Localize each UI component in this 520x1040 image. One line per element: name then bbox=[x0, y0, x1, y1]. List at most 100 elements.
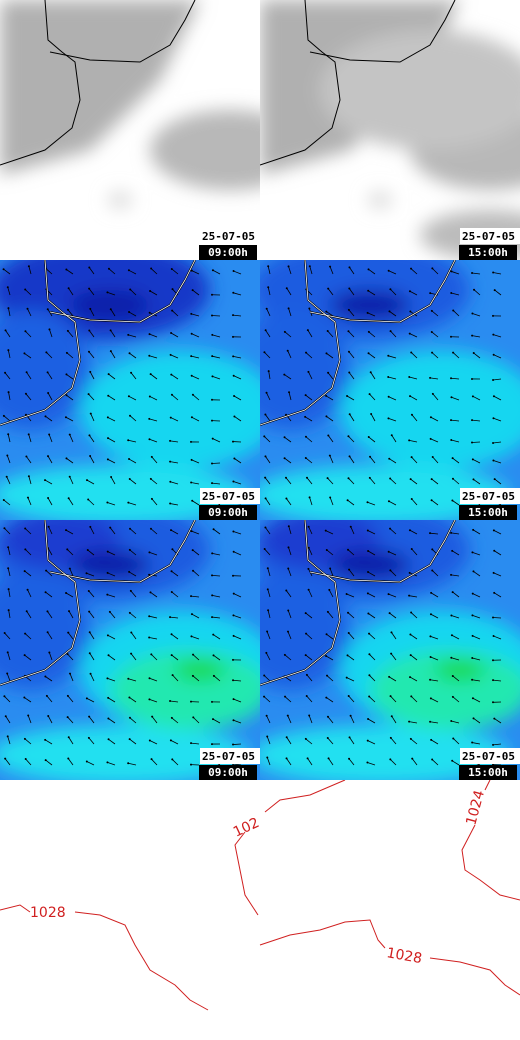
wind-arrow bbox=[388, 396, 397, 401]
wind-arrow bbox=[391, 435, 397, 443]
wind-arrow bbox=[45, 268, 53, 275]
wind-arrow-head bbox=[24, 548, 27, 551]
wind-arrow bbox=[191, 742, 200, 745]
wind-arrow-head bbox=[44, 759, 47, 762]
wind-arrow bbox=[348, 435, 355, 443]
wind-arrow-head bbox=[26, 496, 29, 499]
wind-arrow-head bbox=[106, 761, 109, 764]
wind-arrow bbox=[66, 269, 74, 275]
wind-arrow-head bbox=[232, 574, 235, 577]
wind-arrow-head bbox=[3, 632, 6, 635]
wind-arrow-head bbox=[305, 695, 308, 698]
wind-arrow bbox=[171, 654, 179, 661]
wind-arrow-head bbox=[232, 355, 235, 358]
wind-arrow bbox=[410, 478, 418, 485]
wind-arrow-head bbox=[452, 309, 455, 312]
wind-arrow bbox=[388, 551, 397, 556]
wind-arrow-head bbox=[191, 674, 194, 677]
wind-arrow-head bbox=[86, 479, 89, 482]
wind-arrow-head bbox=[192, 653, 195, 656]
time-label: 15:00h bbox=[468, 246, 508, 259]
wind-arrow-head bbox=[431, 569, 434, 572]
wind-arrow-head bbox=[264, 476, 267, 479]
wind-arrow bbox=[493, 530, 502, 535]
wind-arrow-head bbox=[232, 658, 235, 661]
wind-arrow-head bbox=[23, 696, 26, 699]
wind-arrow bbox=[66, 352, 74, 359]
map-panel: 25-07-05 09:00h bbox=[0, 0, 260, 260]
wind-arrow bbox=[266, 715, 271, 724]
wind-arrow-head bbox=[307, 370, 310, 373]
wind-arrow-head bbox=[329, 567, 332, 570]
isobar-label: 1028 bbox=[385, 945, 423, 967]
wind-arrow-head bbox=[27, 714, 30, 717]
wind-arrow bbox=[410, 268, 418, 275]
wind-arrow bbox=[350, 526, 355, 535]
wind-arrow-head bbox=[367, 612, 370, 615]
wind-arrow-head bbox=[348, 371, 351, 374]
wind-arrow bbox=[7, 568, 11, 577]
wind-arrow-head bbox=[171, 674, 174, 677]
wind-arrow bbox=[451, 439, 460, 443]
wind-arrow bbox=[25, 758, 32, 766]
wind-arrow bbox=[305, 654, 313, 661]
wind-arrow-head bbox=[387, 500, 390, 503]
wind-arrow bbox=[150, 268, 158, 275]
wind-arrow-head bbox=[128, 352, 131, 355]
wind-arrow-head bbox=[169, 439, 172, 442]
wind-arrow-head bbox=[232, 374, 235, 377]
wind-arrow-head bbox=[369, 371, 372, 374]
wind-arrow-head bbox=[86, 549, 89, 552]
wind-arrow bbox=[90, 413, 95, 422]
wind-arrow bbox=[326, 311, 334, 317]
wind-arrow bbox=[367, 550, 376, 556]
wind-arrow bbox=[473, 479, 481, 485]
wind-arrow-head bbox=[2, 414, 5, 417]
wind-arrow bbox=[150, 592, 158, 598]
wind-arrow bbox=[89, 526, 95, 535]
wind-arrow-head bbox=[346, 395, 349, 398]
wind-arrow bbox=[263, 436, 271, 443]
wind-arrow-head bbox=[492, 743, 495, 746]
wind-arrow-head bbox=[367, 330, 370, 333]
wind-arrow-head bbox=[367, 352, 370, 355]
wind-arrow-head bbox=[169, 502, 172, 505]
wind-arrow-head bbox=[127, 269, 130, 272]
wind-arrow-head bbox=[283, 653, 286, 656]
wind-arrow-head bbox=[450, 377, 453, 380]
wind-arrow-head bbox=[66, 694, 69, 697]
wind-arrow-head bbox=[307, 525, 310, 528]
wind-arrow-head bbox=[284, 476, 287, 479]
wind-arrow-head bbox=[148, 573, 151, 576]
wind-arrow-head bbox=[328, 454, 331, 457]
wind-arrow bbox=[129, 738, 137, 745]
wind-arrow-head bbox=[265, 391, 268, 394]
wind-arrow bbox=[128, 439, 137, 443]
wind-arrow-head bbox=[26, 307, 29, 310]
wind-arrow-head bbox=[88, 652, 91, 655]
isobar-label: 1024 bbox=[463, 788, 488, 827]
wind-arrow-head bbox=[366, 311, 369, 314]
wind-arrow bbox=[149, 396, 158, 401]
wind-arrow bbox=[4, 527, 11, 535]
wind-arrow bbox=[411, 548, 418, 556]
wind-arrow bbox=[192, 570, 200, 577]
wind-arrow-head bbox=[44, 738, 47, 741]
wind-arrow-head bbox=[191, 393, 194, 396]
wind-arrow bbox=[27, 589, 32, 598]
wind-arrow-head bbox=[211, 574, 214, 577]
wind-arrow bbox=[171, 268, 179, 275]
wind-arrow-head bbox=[471, 458, 474, 461]
wind-arrow-head bbox=[232, 314, 235, 317]
wind-arrow bbox=[7, 547, 11, 556]
wind-arrow bbox=[69, 568, 74, 577]
wind-arrow-head bbox=[411, 757, 414, 760]
wind-arrow bbox=[493, 272, 502, 275]
wind-arrow bbox=[107, 417, 116, 422]
wind-arrow bbox=[212, 375, 221, 380]
wind-arrow-head bbox=[88, 266, 91, 269]
wind-arrow bbox=[89, 455, 95, 464]
wind-arrow bbox=[326, 353, 334, 359]
wind-arrow-head bbox=[326, 715, 329, 718]
wind-arrow-head bbox=[169, 480, 172, 483]
